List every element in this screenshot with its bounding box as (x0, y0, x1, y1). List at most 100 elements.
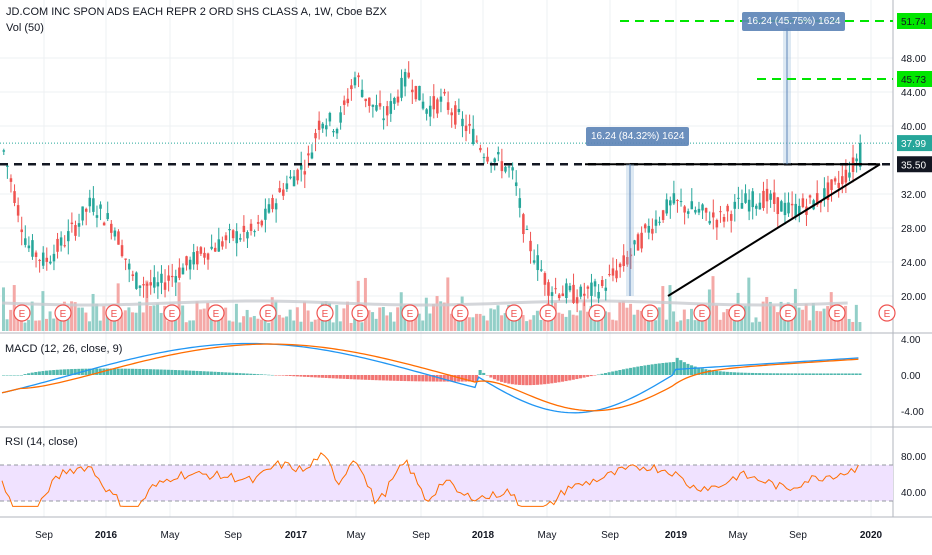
volume-bar (170, 315, 174, 331)
macd-histogram-bar (664, 362, 668, 375)
earnings-marker (693, 304, 711, 322)
candle-body (425, 109, 428, 114)
rsi-line (1, 452, 859, 507)
candle-body (507, 166, 511, 168)
price-tick-label: 40.00 (901, 122, 926, 133)
volume-bar (166, 321, 170, 331)
candle-body (95, 215, 99, 218)
candle-body (844, 169, 848, 183)
volume-bar (399, 292, 403, 331)
macd-histogram-bar (227, 372, 231, 375)
price-tick-label: 20.00 (901, 292, 926, 303)
candle-body (722, 216, 726, 222)
macd-histogram-bar (267, 374, 271, 376)
volume-bar (152, 305, 156, 331)
volume-bar (722, 312, 726, 331)
candle-body (106, 213, 109, 220)
macd-histogram-bar (195, 370, 199, 375)
macd-histogram-bar (578, 375, 582, 379)
candle-body (418, 85, 421, 101)
macd-histogram-bar (725, 371, 729, 375)
volume-bar (55, 310, 59, 331)
macd-legend: MACD (12, 26, close, 9) (5, 343, 123, 355)
macd-histogram-bar (231, 372, 235, 375)
candle-body (550, 292, 554, 297)
volume-bar (618, 301, 622, 331)
macd-histogram-bar (743, 372, 747, 375)
volume-bar (718, 319, 722, 331)
candle-body (178, 267, 181, 278)
macd-histogram-bar (754, 373, 758, 375)
volume-bar (808, 320, 812, 331)
last-price-label-bg (897, 135, 932, 152)
earnings-marker (828, 304, 846, 322)
candle-body (708, 220, 711, 224)
volume-bar (260, 319, 263, 331)
macd-histogram-bar (202, 371, 206, 375)
candle-body (826, 182, 830, 200)
candle-body (138, 285, 142, 288)
macd-histogram-bar (528, 375, 532, 386)
candle-body (360, 89, 364, 97)
candle-body (378, 103, 382, 107)
macd-histogram-bar (639, 365, 643, 375)
candle-body (2, 150, 6, 152)
earnings-marker (316, 304, 334, 322)
candle-body (342, 100, 346, 105)
volume-bar (338, 321, 342, 331)
candle-body (590, 282, 593, 296)
volume-bar (661, 286, 665, 331)
candle-body (737, 197, 740, 199)
earnings-marker-label: E (357, 309, 364, 320)
volume-bar (575, 315, 579, 331)
volume-bar (700, 312, 704, 331)
candle-body (464, 125, 468, 132)
candle-body (586, 286, 590, 289)
volume-bar (396, 307, 400, 331)
candle-body (475, 140, 479, 142)
macd-histogram-bar (148, 369, 152, 375)
volume-bar (568, 310, 572, 331)
macd-histogram-bar (299, 375, 303, 377)
macd-histogram-bar (306, 375, 310, 378)
rsi-band (0, 465, 893, 501)
volume-bar (34, 320, 38, 331)
candle-body (67, 231, 70, 242)
candle-body (765, 188, 769, 202)
macd-histogram-bar (768, 373, 772, 375)
macd-histogram-bar (679, 360, 683, 375)
earnings-marker (13, 304, 31, 322)
candle-body (142, 284, 145, 286)
macd-histogram-bar (761, 373, 765, 375)
level-label: 35.50 (901, 160, 926, 171)
volume-bar (657, 307, 661, 331)
earnings-marker (401, 304, 419, 322)
candle-body (393, 97, 396, 104)
macd-histogram-bar (116, 368, 120, 375)
volume-bar (37, 320, 41, 331)
macd-histogram-bar (647, 364, 651, 375)
earnings-marker (588, 304, 606, 322)
volume-bar (535, 310, 539, 331)
candle-body (249, 223, 253, 231)
price-axis: 48.00 44.00 40.00 32.00 28.00 24.00 20.00 51.74… (897, 13, 932, 303)
candle-body (776, 197, 780, 215)
volume-bar (285, 316, 289, 331)
candle-body (640, 232, 643, 249)
volume-bar (342, 308, 346, 331)
candle-body (385, 106, 389, 116)
candle-body (629, 254, 633, 257)
earnings-marker-label: E (213, 309, 220, 320)
candle-body (299, 164, 303, 170)
macd-histogram-bar (786, 373, 790, 375)
volume-bar (378, 307, 382, 331)
macd-histogram-bar (209, 371, 213, 375)
candle-body (414, 86, 418, 100)
candle-body (658, 221, 661, 223)
candle-body (278, 188, 281, 193)
candle-body (428, 105, 432, 117)
candle-body (353, 77, 357, 86)
candle-body (514, 182, 518, 187)
candle-body (830, 179, 833, 191)
candle-body (783, 202, 787, 216)
